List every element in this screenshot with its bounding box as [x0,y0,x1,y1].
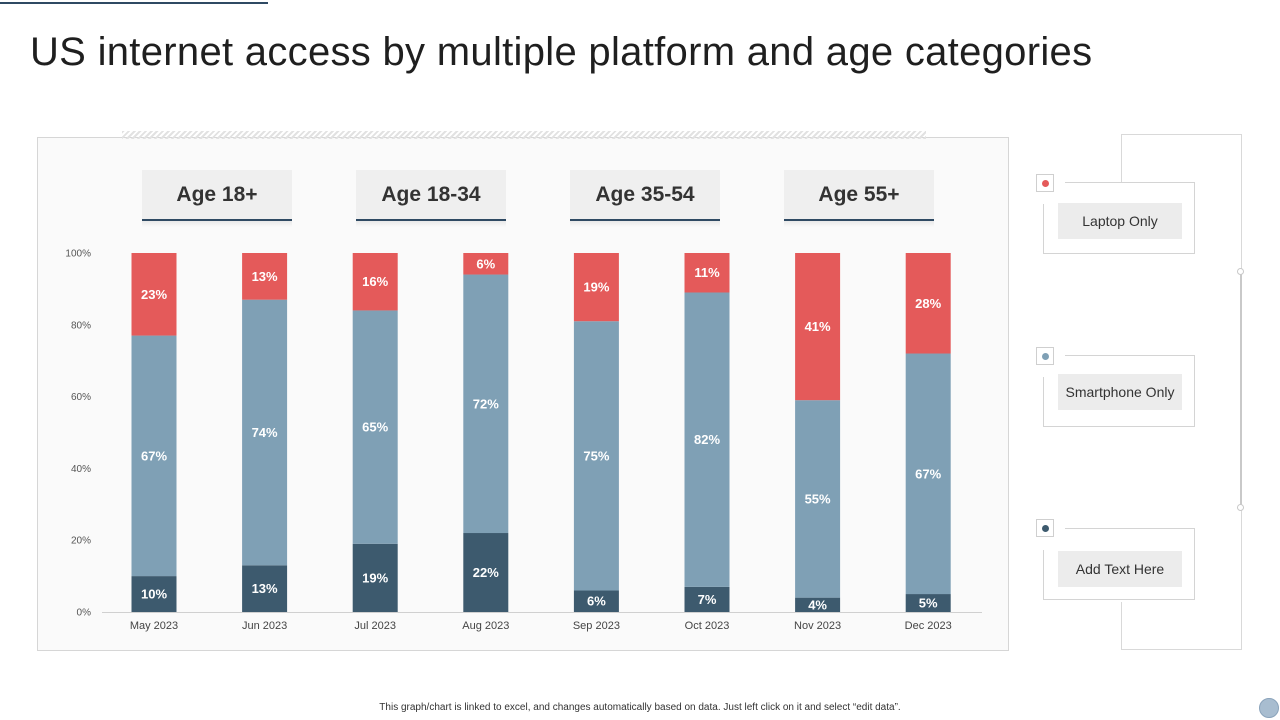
group-header-age-18-34: Age 18-34 [356,170,506,227]
legend-marker-other [1036,519,1054,537]
y-tick-label: 40% [71,464,91,475]
x-tick-label: Jul 2023 [354,620,396,632]
y-tick-label: 100% [65,249,91,260]
bar-segment [684,253,730,293]
corner-badge [1259,698,1279,718]
data-label: 4% [808,597,827,612]
group-header-age-35-54: Age 35-54 [570,170,720,227]
legend-label-laptop[interactable]: Laptop Only [1058,203,1182,239]
x-tick-label: Sep 2023 [573,620,620,632]
y-tick-label: 20% [71,536,91,547]
bar-segment [795,597,841,612]
legend-frame-edge [1121,134,1122,182]
bar-segment [463,533,509,612]
data-label: 55% [805,491,831,506]
bar-segment [242,299,288,566]
x-tick-label: Jun 2023 [242,620,287,632]
footer-note: This graph/chart is linked to excel, and… [379,702,901,713]
data-label: 82% [694,432,720,447]
bar-segment [573,321,619,591]
bar-segment [463,274,509,534]
data-label: 67% [141,448,167,463]
slide-title: US internet access by multiple platform … [30,30,1093,74]
data-label: 28% [915,296,941,311]
bar-segment [352,310,398,544]
data-label: 11% [694,265,720,280]
data-label: 41% [805,319,831,334]
bar-segment [573,253,619,322]
bar-segment [573,590,619,612]
bar-segment [684,586,730,612]
legend-marker-laptop [1036,174,1054,192]
stacked-bar-chart[interactable]: 0% 20% 40% 60% 80% 100% 10% 67% 23% May 2023 13% 74… [37,137,1009,651]
data-label: 19% [583,280,609,295]
y-tick-label: 0% [77,608,92,619]
hatch-decoration [122,131,926,139]
data-label: 19% [362,570,388,585]
data-label: 6% [476,256,495,271]
legend-swatch-other [1041,524,1049,532]
x-tick-label: Dec 2023 [905,620,952,632]
bar-segment [905,353,951,595]
group-header-age-55-plus: Age 55+ [784,170,934,227]
bar-segment [795,253,841,401]
legend-marker-smartphone [1036,347,1054,365]
y-tick-label: 60% [71,392,91,403]
data-label: 23% [141,287,167,302]
data-label: 13% [252,581,278,596]
data-label: 6% [587,594,606,609]
bar-segment [131,253,177,336]
legend-swatch-smartphone [1041,352,1049,360]
group-header-age-18-plus: Age 18+ [142,170,292,227]
bar-segment [242,565,288,612]
data-label: 75% [583,448,609,463]
data-label: 67% [915,466,941,481]
legend-frame-edge [1121,602,1122,650]
data-label: 16% [362,274,388,289]
legend-scroll-track [1240,272,1242,508]
scroll-knob-top [1237,268,1244,275]
bar-segment [242,253,288,300]
bar-segment [352,543,398,612]
chart-panel [37,137,1009,651]
data-label: 13% [252,269,278,284]
x-tick-label: Nov 2023 [794,620,841,632]
x-tick-label: Aug 2023 [462,620,509,632]
data-label: 74% [252,425,278,440]
data-label: 7% [698,592,717,607]
bar-segment [463,253,509,275]
data-label: 65% [362,420,388,435]
y-tick-label: 80% [71,320,91,331]
legend-swatch-laptop [1041,179,1049,187]
data-label: 5% [919,596,938,611]
legend-label-other[interactable]: Add Text Here [1058,551,1182,587]
bar-segment [905,253,951,354]
data-label: 72% [473,396,499,411]
bar-segment [131,576,177,612]
x-tick-label: May 2023 [130,620,178,632]
data-label: 22% [473,565,499,580]
data-label: 10% [141,587,167,602]
bar-segment [131,335,177,577]
bar-segment [684,292,730,587]
legend-label-smartphone[interactable]: Smartphone Only [1058,374,1182,410]
scroll-knob-bottom [1237,504,1244,511]
bar-segment [795,400,841,598]
x-tick-label: Oct 2023 [685,620,730,632]
bar-segment [352,253,398,311]
top-accent-rule [0,2,268,4]
bar-segment [905,594,951,612]
